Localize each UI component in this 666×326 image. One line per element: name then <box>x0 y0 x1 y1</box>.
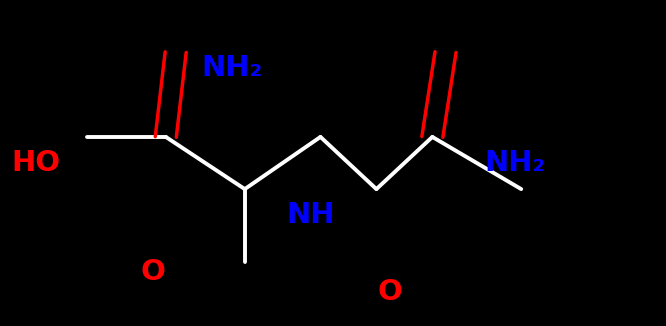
Text: NH₂: NH₂ <box>484 149 545 177</box>
Text: NH₂: NH₂ <box>201 54 262 82</box>
Text: HO: HO <box>11 149 61 177</box>
Text: O: O <box>140 258 165 286</box>
Text: NH: NH <box>286 201 335 229</box>
Text: O: O <box>377 278 402 306</box>
